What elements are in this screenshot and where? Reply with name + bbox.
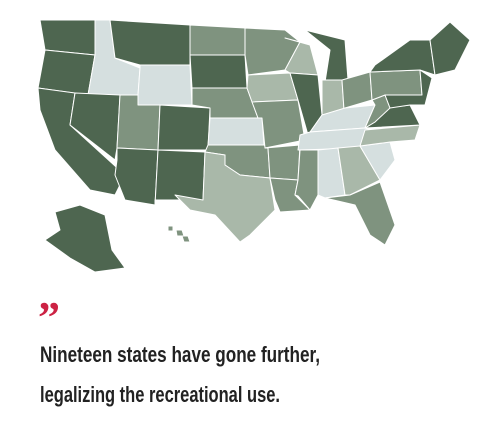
state: [359, 124, 421, 147]
alaska: [44, 204, 126, 273]
quote-line: Nineteen states have gone further,: [40, 342, 320, 367]
state: [189, 24, 246, 56]
hawaii: [181, 235, 191, 243]
quote-mark: ”: [38, 293, 60, 342]
state: [157, 104, 211, 151]
state: [384, 69, 433, 109]
state: [69, 92, 121, 161]
state: [137, 64, 193, 106]
state: [324, 181, 396, 246]
state: [369, 39, 436, 76]
state: [341, 71, 373, 111]
state: [37, 49, 96, 96]
hawaii: [167, 225, 174, 232]
state: [429, 21, 471, 76]
state: [109, 19, 191, 66]
state: [207, 117, 265, 146]
state: [174, 151, 276, 243]
state: [189, 54, 248, 89]
quote-line: legalizing the recreational use.: [40, 382, 280, 407]
state: [246, 72, 299, 103]
hawaii: [175, 229, 185, 237]
state: [337, 145, 381, 196]
us-map: [37, 19, 471, 273]
state: [154, 149, 206, 206]
state: [39, 19, 96, 56]
state: [264, 144, 301, 181]
state: [114, 147, 159, 206]
